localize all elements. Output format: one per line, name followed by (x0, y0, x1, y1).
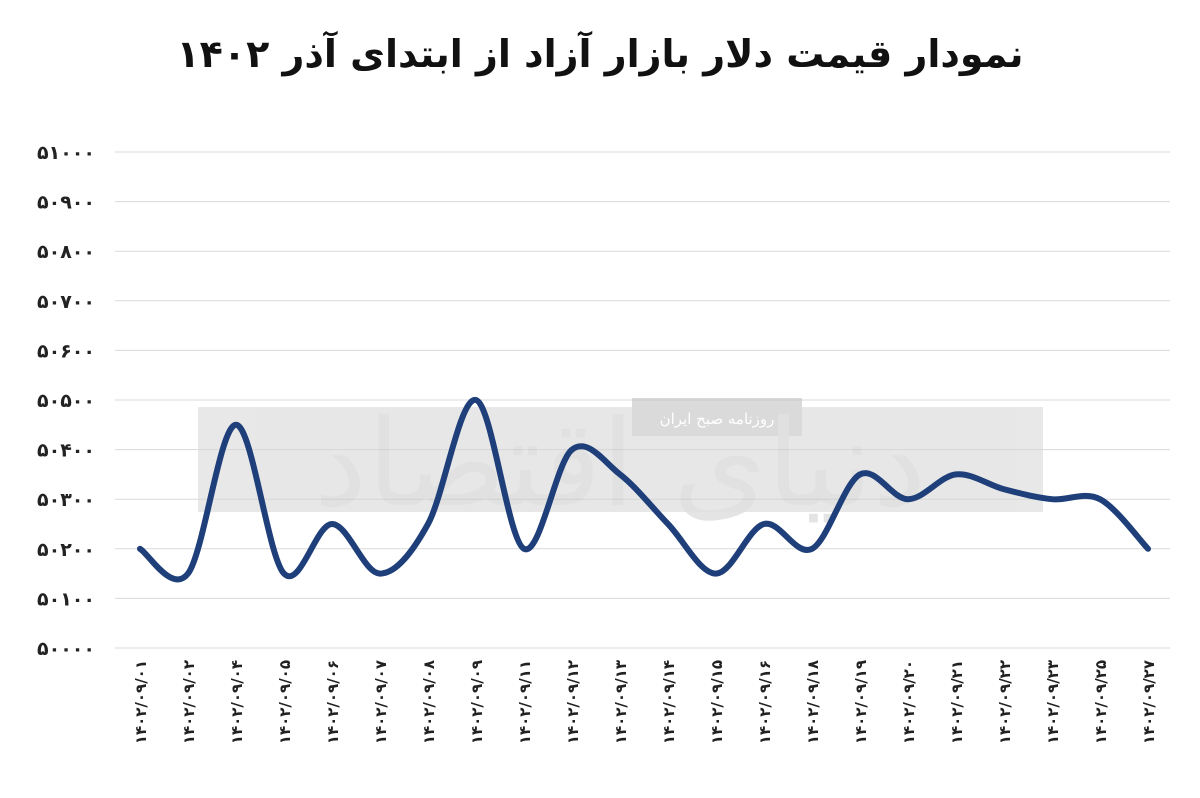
x-tick-label: ۱۴۰۲/۰۹/۲۱ (948, 660, 966, 744)
x-tick-label: ۱۴۰۲/۰۹/۱۳ (612, 660, 630, 744)
x-tick-label: ۱۴۰۲/۰۹/۱۶ (756, 660, 774, 744)
x-tick-label: ۱۴۰۲/۰۹/۱۱ (516, 660, 534, 744)
x-tick-label: ۱۴۰۲/۰۹/۱۹ (852, 660, 870, 744)
y-tick-label: ۵۰۵۰۰ (37, 390, 95, 412)
x-tick-label: ۱۴۰۲/۰۹/۰۵ (276, 660, 294, 744)
y-tick-label: ۵۰۴۰۰ (37, 440, 95, 462)
x-tick-label: ۱۴۰۲/۰۹/۰۴ (228, 660, 246, 744)
x-tick-label: ۱۴۰۲/۰۹/۱۲ (564, 660, 582, 744)
y-tick-label: ۵۰۹۰۰ (37, 192, 95, 214)
x-tick-label: ۱۴۰۲/۰۹/۰۸ (420, 660, 438, 744)
x-tick-label: ۱۴۰۲/۰۹/۰۶ (324, 660, 342, 744)
y-tick-label: ۵۰۷۰۰ (37, 291, 95, 313)
x-tick-label: ۱۴۰۲/۰۹/۲۵ (1092, 660, 1110, 744)
watermark-band (198, 407, 1043, 512)
y-tick-label: ۵۰۶۰۰ (37, 340, 95, 362)
y-tick-label: ۵۰۰۰۰ (37, 638, 95, 660)
x-tick-label: ۱۴۰۲/۰۹/۲۰ (900, 660, 918, 744)
x-axis-ticks: ۱۴۰۲/۰۹/۰۱ ۱۴۰۲/۰۹/۰۲ ۱۴۰۲/۰۹/۰۴ ۱۴۰۲/۰۹/۰۵… (132, 660, 1158, 744)
x-tick-label: ۱۴۰۲/۰۹/۲۲ (996, 660, 1014, 744)
price-line (137, 397, 1151, 583)
watermark-logo: دنیای اقتصاد (314, 395, 927, 534)
chart-title: نمودار قیمت دلار بازار آزاد از ابتدای آذ… (176, 32, 1024, 76)
x-tick-label: ۱۴۰۲/۰۹/۲۷ (1140, 660, 1158, 744)
x-tick-label: ۱۴۰۲/۰۹/۰۲ (180, 660, 198, 744)
watermark-subtitle-box (632, 398, 802, 436)
x-tick-label: ۱۴۰۲/۰۹/۱۴ (660, 660, 678, 744)
y-tick-label: ۵۰۲۰۰ (37, 539, 95, 561)
x-tick-label: ۱۴۰۲/۰۹/۲۳ (1044, 660, 1062, 744)
x-tick-label: ۱۴۰۲/۰۹/۱۸ (804, 660, 822, 744)
y-axis-ticks: ۵۰۰۰۰ ۵۰۱۰۰ ۵۰۲۰۰ ۵۰۳۰۰ ۵۰۴۰۰ ۵۰۵۰۰ ۵۰۶۰۰ ۵۰۷۰۰… (37, 142, 95, 660)
x-tick-label: ۱۴۰۲/۰۹/۰۱ (132, 660, 150, 744)
watermark: روزنامه صبح ایران دنیای اقتصاد (198, 395, 1043, 534)
x-tick-label: ۱۴۰۲/۰۹/۱۵ (708, 660, 726, 744)
x-tick-label: ۱۴۰۲/۰۹/۰۹ (468, 660, 486, 744)
y-tick-label: ۵۱۰۰۰ (37, 142, 95, 164)
y-tick-label: ۵۰۱۰۰ (37, 588, 95, 610)
x-tick-label: ۱۴۰۲/۰۹/۰۷ (372, 660, 390, 744)
y-tick-label: ۵۰۳۰۰ (37, 489, 95, 511)
watermark-subtitle: روزنامه صبح ایران (660, 410, 775, 428)
y-tick-label: ۵۰۸۰۰ (37, 241, 95, 263)
